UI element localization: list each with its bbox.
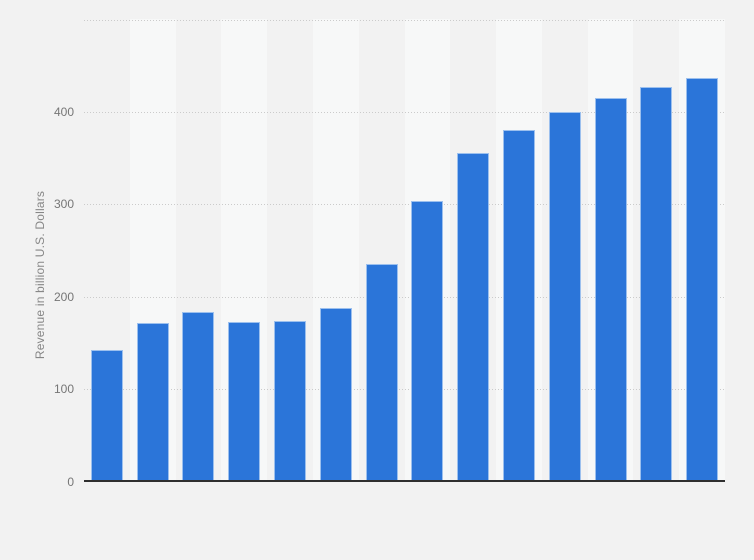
y-tick-label: 400 — [53, 105, 74, 119]
y-tick-label: 100 — [53, 382, 74, 396]
bar[interactable] — [686, 78, 718, 482]
bar[interactable] — [595, 98, 627, 481]
gridline-200 — [84, 297, 725, 298]
bar[interactable] — [457, 153, 489, 481]
x-axis-line — [84, 480, 725, 482]
bar[interactable] — [137, 323, 169, 481]
bar[interactable] — [91, 350, 123, 481]
bar[interactable] — [366, 264, 398, 481]
bar[interactable] — [228, 322, 260, 482]
bar[interactable] — [549, 112, 581, 482]
bar[interactable] — [503, 130, 535, 481]
bar[interactable] — [411, 201, 443, 482]
y-tick-label: 200 — [53, 290, 74, 304]
bar[interactable] — [640, 87, 672, 482]
bar[interactable] — [274, 321, 306, 482]
bar[interactable] — [182, 312, 214, 481]
gridline-100 — [84, 389, 725, 390]
bar[interactable] — [320, 308, 352, 482]
gridline-300 — [84, 204, 725, 205]
gridline-400 — [84, 112, 725, 113]
gridline-500 — [84, 20, 725, 21]
y-axis-title: Revenue in billion U.S. Dollars — [33, 190, 47, 360]
y-tick-label: 300 — [53, 197, 74, 211]
y-tick-label: 0 — [67, 475, 74, 489]
